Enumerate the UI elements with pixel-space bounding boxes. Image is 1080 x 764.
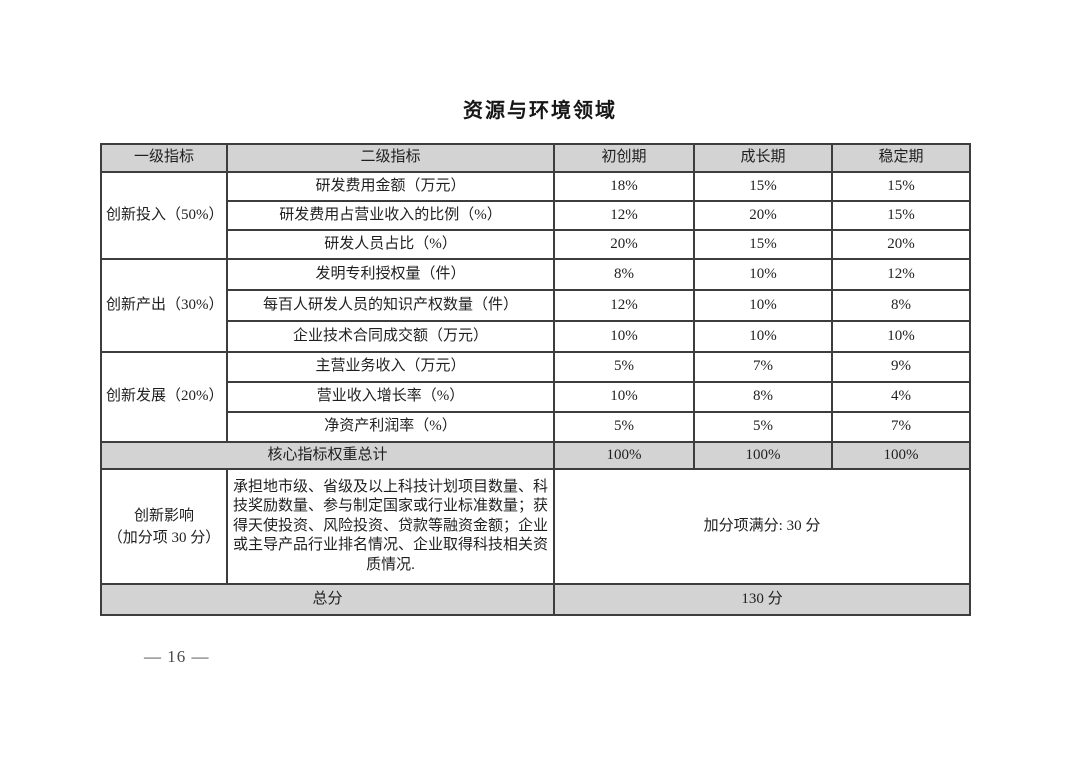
table-row: 创新投入（50%） 研发费用金额（万元） 18% 15% 15% (100, 171, 971, 260)
total-label: 总分 (100, 583, 555, 616)
bonus-score-note: 加分项满分: 30 分 (553, 468, 971, 585)
value-cell: 15% (831, 171, 971, 202)
page-title: 资源与环境领域 (463, 100, 617, 122)
core-total-label: 核心指标权重总计 (100, 441, 555, 470)
total-row: 总分 130 分 (100, 583, 971, 616)
header-level2: 二级指标 (226, 143, 555, 173)
indicator-cell: 发明专利授权量（件） (226, 258, 555, 291)
indicator-cell: 主营业务收入（万元） (226, 351, 555, 383)
value-cell: 10% (553, 320, 695, 353)
value-cell: 20% (831, 229, 971, 260)
value-cell: 10% (693, 289, 833, 322)
table-row: 营业收入增长率（%） 10% 8% 4% (101, 381, 971, 413)
header-level1: 一级指标 (100, 143, 228, 173)
table-row: 创新产出（30%） 发明专利授权量（件） 8% 10% 12% (100, 258, 971, 353)
value-cell: 5% (693, 411, 833, 443)
value-cell: 7% (693, 351, 833, 383)
table-row: 研发费用占营业收入的比例（%） 12% 20% 15% (101, 200, 971, 231)
value-cell: 15% (693, 171, 833, 202)
value-cell: 15% (831, 200, 971, 231)
indicator-weight-table: 一级指标 二级指标 初创期 成长期 稳定期 创新投入（50%） 研发费用金额（万… (100, 143, 971, 616)
value-cell: 100% (553, 441, 695, 470)
indicator-cell: 研发费用金额（万元） (226, 171, 555, 202)
value-cell: 5% (553, 411, 695, 443)
indicator-cell: 企业技术合同成交额（万元） (226, 320, 555, 353)
value-cell: 20% (693, 200, 833, 231)
indicator-cell: 每百人研发人员的知识产权数量（件） (226, 289, 555, 322)
group-cell-impact: 创新影响 （加分项 30 分） (100, 468, 228, 585)
group-cell-investment: 创新投入（50%） (100, 171, 228, 260)
value-cell: 5% (553, 351, 695, 383)
bonus-row: 创新影响 （加分项 30 分） 承担地市级、省级及以上科技计划项目数量、科技奖励… (100, 468, 971, 585)
header-growth: 成长期 (693, 143, 833, 173)
value-cell: 10% (693, 320, 833, 353)
table-row: 每百人研发人员的知识产权数量（件） 12% 10% 8% (101, 289, 971, 322)
value-cell: 100% (831, 441, 971, 470)
header-startup: 初创期 (553, 143, 695, 173)
bonus-label-line2: （加分项 30 分） (107, 529, 221, 546)
indicator-cell: 营业收入增长率（%） (226, 381, 555, 413)
value-cell: 12% (831, 258, 971, 291)
value-cell: 20% (553, 229, 695, 260)
bonus-description: 承担地市级、省级及以上科技计划项目数量、科技奖励数量、参与制定国家或行业标准数量… (226, 468, 555, 585)
table-row: 创新发展（20%） 主营业务收入（万元） 5% 7% 9% (100, 351, 971, 443)
group-cell-development: 创新发展（20%） (100, 351, 228, 443)
table-row: 企业技术合同成交额（万元） 10% 10% 10% (101, 320, 971, 353)
value-cell: 8% (553, 258, 695, 291)
indicator-cell: 研发人员占比（%） (226, 229, 555, 260)
value-cell: 15% (693, 229, 833, 260)
value-cell: 9% (831, 351, 971, 383)
value-cell: 10% (831, 320, 971, 353)
value-cell: 10% (553, 381, 695, 413)
value-cell: 8% (693, 381, 833, 413)
table-header-row: 一级指标 二级指标 初创期 成长期 稳定期 (100, 143, 971, 173)
value-cell: 12% (553, 200, 695, 231)
value-cell: 10% (693, 258, 833, 291)
table-row: 净资产利润率（%） 5% 5% 7% (101, 411, 971, 443)
indicator-cell: 研发费用占营业收入的比例（%） (226, 200, 555, 231)
value-cell: 12% (553, 289, 695, 322)
value-cell: 7% (831, 411, 971, 443)
header-stable: 稳定期 (831, 143, 971, 173)
value-cell: 18% (553, 171, 695, 202)
core-total-row: 核心指标权重总计 100% 100% 100% (100, 441, 971, 470)
bonus-label-line1: 创新影响 (133, 507, 194, 524)
group-cell-output: 创新产出（30%） (100, 258, 228, 353)
page-number: — 16 — (144, 647, 210, 666)
table-row: 研发人员占比（%） 20% 15% 20% (101, 229, 971, 260)
indicator-cell: 净资产利润率（%） (226, 411, 555, 443)
value-cell: 8% (831, 289, 971, 322)
value-cell: 4% (831, 381, 971, 413)
value-cell: 100% (693, 441, 833, 470)
total-value: 130 分 (553, 583, 971, 616)
